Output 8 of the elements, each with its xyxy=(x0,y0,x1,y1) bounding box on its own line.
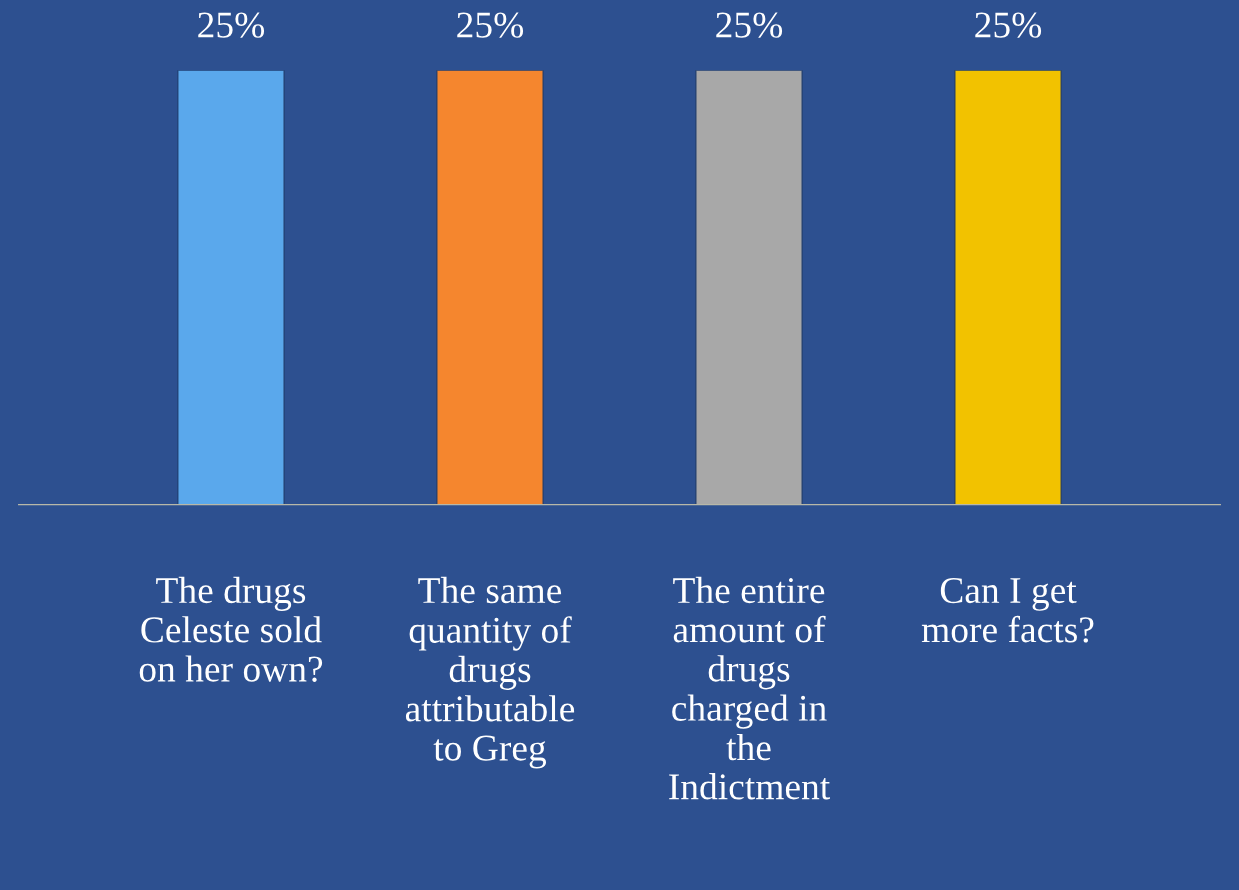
x-tick-label: The entire amount of drugs charged in the Indictment xyxy=(669,576,831,800)
x-tick-label: Can I get more facts? xyxy=(921,577,1094,643)
data-label: 25% xyxy=(457,12,524,38)
x-tick-label: The same quantity of drugs attributable to Greg xyxy=(405,576,575,769)
data-label: 25% xyxy=(198,12,265,38)
x-tick-label: The drugs Celeste sold on her own? xyxy=(139,576,323,682)
data-label: 25% xyxy=(716,12,783,38)
data-label: 25% xyxy=(975,12,1042,38)
